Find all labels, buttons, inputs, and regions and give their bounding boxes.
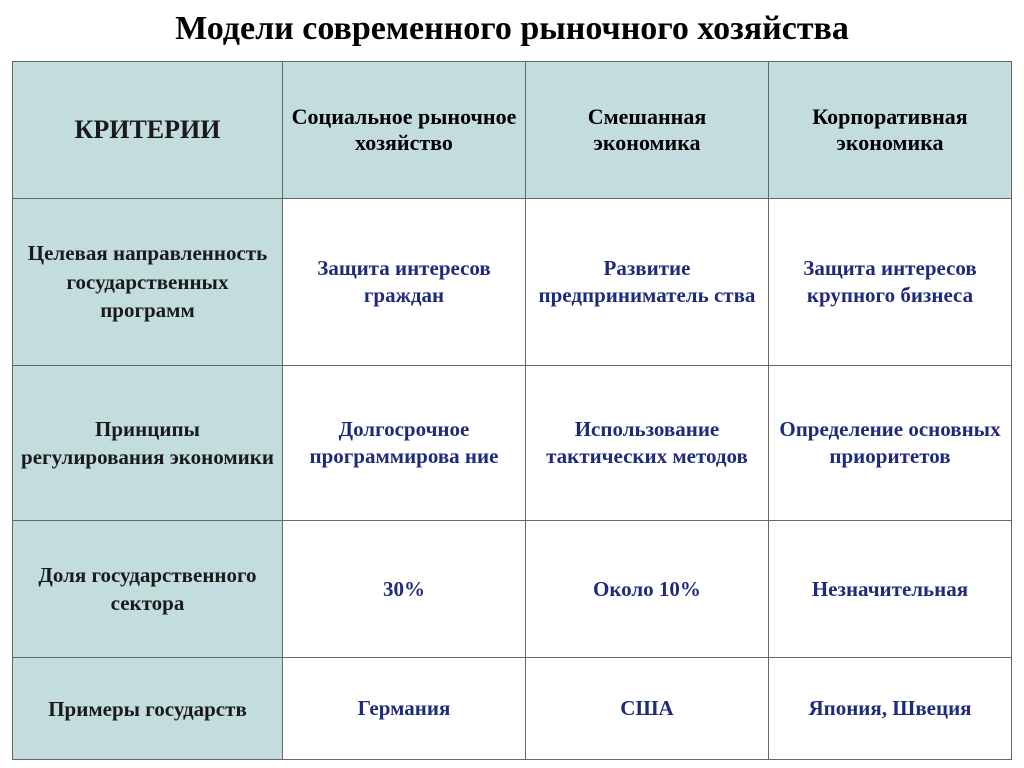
column-header: Корпоративная экономика <box>768 61 1011 198</box>
column-header: Смешанная экономика <box>525 61 768 198</box>
table-row: Целевая направленность государственных п… <box>13 198 1012 365</box>
row-label-cell: Доля государственного сектора <box>13 521 283 658</box>
table-row: Доля государственного сектора 30% Около … <box>13 521 1012 658</box>
row-label-cell: Принципы регулирования экономики <box>13 365 283 520</box>
data-cell: Незначительная <box>768 521 1011 658</box>
data-cell: 30% <box>282 521 525 658</box>
data-cell: Долгосрочное программирова ние <box>282 365 525 520</box>
column-header: Социальное рыночное хозяйство <box>282 61 525 198</box>
table-header-row: КРИТЕРИИ Социальное рыночное хозяйство С… <box>13 61 1012 198</box>
data-cell: Защита интересов крупного бизнеса <box>768 198 1011 365</box>
data-cell: Определение основных приоритетов <box>768 365 1011 520</box>
models-table: КРИТЕРИИ Социальное рыночное хозяйство С… <box>12 61 1012 761</box>
data-cell: Защита интересов граждан <box>282 198 525 365</box>
data-cell: Около 10% <box>525 521 768 658</box>
criteria-label-cell: КРИТЕРИИ <box>13 61 283 198</box>
data-cell: Развитие предприниматель ства <box>525 198 768 365</box>
page-title: Модели современного рыночного хозяйства <box>12 8 1012 51</box>
row-label-cell: Целевая направленность государственных п… <box>13 198 283 365</box>
data-cell: Япония, Швеция <box>768 658 1011 760</box>
row-label-cell: Примеры государств <box>13 658 283 760</box>
data-cell: США <box>525 658 768 760</box>
table-row: Примеры государств Германия США Япония, … <box>13 658 1012 760</box>
table-row: Принципы регулирования экономики Долгоср… <box>13 365 1012 520</box>
data-cell: Использование тактических методов <box>525 365 768 520</box>
data-cell: Германия <box>282 658 525 760</box>
